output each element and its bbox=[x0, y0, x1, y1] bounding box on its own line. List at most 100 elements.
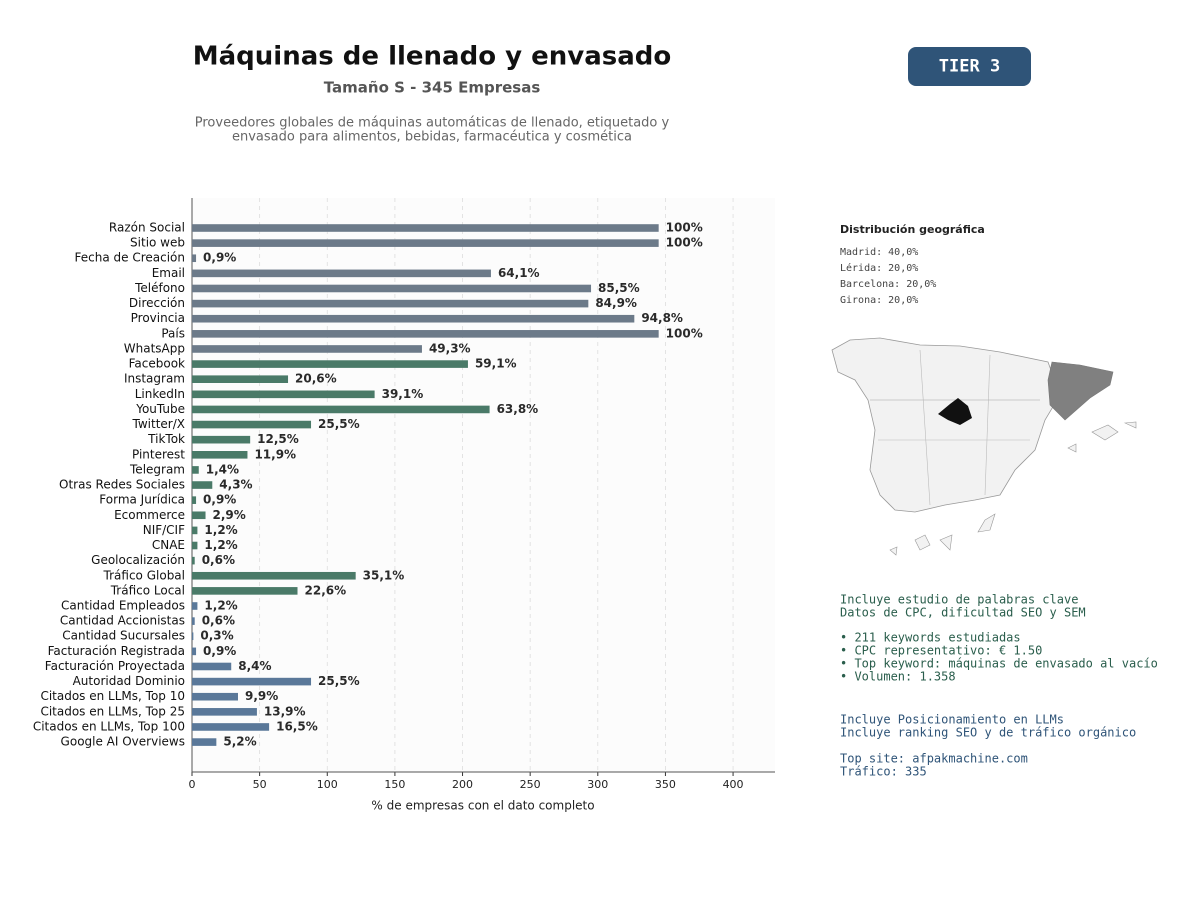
info-line: Top site: afpakmachine.com bbox=[840, 752, 1028, 766]
y-tick-label: Facebook bbox=[129, 357, 185, 371]
value-label: 0,9% bbox=[203, 644, 236, 658]
value-label: 35,1% bbox=[363, 568, 405, 582]
value-label: 20,6% bbox=[295, 372, 337, 386]
canary bbox=[939, 534, 953, 551]
bar bbox=[192, 571, 356, 580]
bar bbox=[192, 708, 257, 716]
value-label: 0,3% bbox=[200, 629, 233, 643]
bar bbox=[192, 526, 198, 535]
value-label: 85,5% bbox=[598, 281, 640, 295]
info-line: Incluye Posicionamiento en LLMs bbox=[840, 713, 1064, 727]
value-label: 1,2% bbox=[204, 523, 237, 537]
geo-item: Lérida: 20,0% bbox=[840, 262, 918, 274]
bar bbox=[192, 284, 592, 293]
spain-mainland bbox=[831, 337, 1061, 513]
y-tick-label: Forma Jurídica bbox=[99, 493, 185, 507]
bar bbox=[192, 556, 195, 565]
y-tick-label: Email bbox=[152, 266, 185, 280]
y-tick-label: Ecommerce bbox=[114, 508, 185, 522]
y-tick-label: Dirección bbox=[129, 296, 185, 310]
canary bbox=[977, 513, 996, 533]
bar bbox=[192, 632, 194, 641]
subtitle: Tamaño S - 345 Empresas bbox=[324, 79, 541, 97]
info-line: • Top keyword: máquinas de envasado al v… bbox=[840, 657, 1158, 671]
value-label: 63,8% bbox=[497, 402, 539, 416]
bar bbox=[192, 299, 589, 308]
bar bbox=[192, 420, 312, 429]
value-label: 12,5% bbox=[257, 432, 299, 446]
y-tick-label: Razón Social bbox=[109, 221, 185, 235]
value-label: 64,1% bbox=[498, 266, 540, 280]
map bbox=[831, 337, 1137, 556]
catalonia bbox=[1047, 361, 1114, 421]
info-line: Tráfico: 335 bbox=[840, 765, 927, 779]
x-tick-label: 400 bbox=[723, 778, 744, 791]
x-tick-label: 50 bbox=[253, 778, 267, 791]
bar bbox=[192, 269, 491, 278]
balearic bbox=[1067, 443, 1077, 453]
value-label: 0,9% bbox=[203, 251, 236, 265]
x-tick-label: 0 bbox=[189, 778, 196, 791]
value-label: 16,5% bbox=[276, 719, 318, 733]
bar bbox=[192, 692, 238, 701]
value-label: 0,6% bbox=[202, 553, 235, 567]
y-tick-label: Tráfico Local bbox=[110, 583, 185, 597]
value-label: 0,9% bbox=[203, 493, 236, 507]
value-label: 8,4% bbox=[238, 659, 271, 673]
y-tick-label: Sitio web bbox=[130, 236, 185, 250]
value-label: 94,8% bbox=[641, 311, 683, 325]
bar bbox=[192, 602, 198, 610]
y-tick-label: Otras Redes Sociales bbox=[59, 478, 185, 492]
value-label: 1,4% bbox=[206, 462, 239, 476]
value-label: 100% bbox=[666, 236, 703, 250]
canary bbox=[889, 546, 898, 556]
region-line bbox=[984, 354, 991, 496]
value-label: 9,9% bbox=[245, 689, 278, 703]
bar bbox=[192, 587, 298, 595]
bar bbox=[192, 541, 198, 550]
y-tick-label: Cantidad Empleados bbox=[61, 599, 185, 613]
info-line: • Volumen: 1.358 bbox=[840, 670, 956, 684]
geo-title: Distribución geográfica bbox=[840, 223, 985, 236]
x-tick-label: 300 bbox=[587, 778, 608, 791]
bar bbox=[192, 254, 197, 263]
y-tick-label: LinkedIn bbox=[135, 387, 185, 401]
value-label: 49,3% bbox=[429, 341, 471, 355]
value-label: 59,1% bbox=[475, 357, 517, 371]
y-tick-label: Twitter/X bbox=[132, 417, 185, 431]
y-tick-label: Telegram bbox=[129, 462, 185, 476]
info-line: Incluye ranking SEO y de tráfico orgánic… bbox=[840, 726, 1136, 740]
value-label: 5,2% bbox=[223, 735, 256, 749]
plot-bg bbox=[192, 198, 775, 772]
description: Proveedores globales de máquinas automát… bbox=[195, 116, 670, 131]
y-tick-label: Autoridad Dominio bbox=[73, 674, 185, 688]
value-label: 25,5% bbox=[318, 674, 360, 688]
value-label: 0,6% bbox=[202, 614, 235, 628]
y-tick-label: Citados en LLMs, Top 10 bbox=[40, 689, 185, 703]
info-line: Incluye estudio de palabras clave bbox=[840, 593, 1078, 607]
value-label: 100% bbox=[666, 221, 703, 235]
x-tick-label: 150 bbox=[384, 778, 405, 791]
x-axis-label: % de empresas con el dato completo bbox=[371, 799, 594, 813]
value-label: 84,9% bbox=[595, 296, 637, 310]
y-tick-label: Tráfico Global bbox=[103, 568, 185, 582]
info-line: • CPC representativo: € 1.50 bbox=[840, 644, 1042, 658]
value-label: 1,2% bbox=[204, 599, 237, 613]
description: envasado para alimentos, bebidas, farmac… bbox=[232, 130, 632, 145]
y-tick-label: Provincia bbox=[131, 311, 185, 325]
geo-item: Barcelona: 20,0% bbox=[840, 279, 936, 290]
x-tick-label: 350 bbox=[655, 778, 676, 791]
bar bbox=[192, 405, 490, 414]
bar bbox=[192, 360, 468, 368]
bar bbox=[192, 481, 213, 489]
madrid bbox=[938, 398, 972, 425]
info-line: Datos de CPC, dificultad SEO y SEM bbox=[840, 606, 1086, 620]
x-tick-label: 100 bbox=[317, 778, 338, 791]
y-tick-label: Facturación Proyectada bbox=[45, 659, 185, 673]
bar bbox=[192, 511, 206, 520]
bar bbox=[192, 617, 195, 625]
badge-text: TIER 3 bbox=[939, 57, 1000, 77]
info-line: • 211 keywords estudiadas bbox=[840, 631, 1021, 645]
balearic bbox=[1091, 424, 1119, 441]
